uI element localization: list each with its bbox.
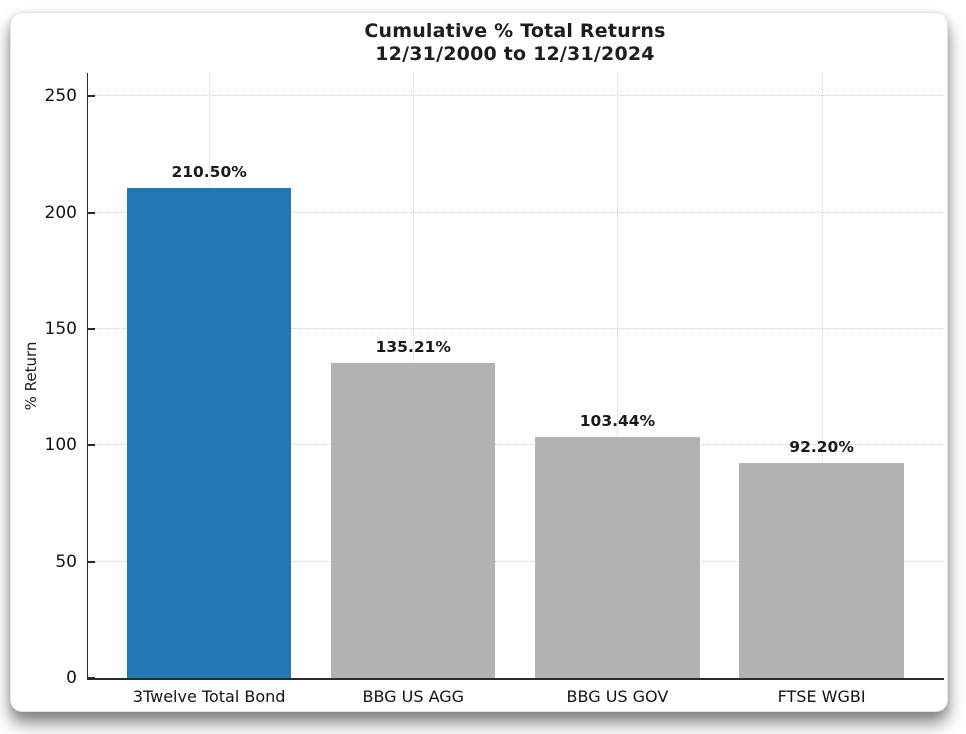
gridline-y-100 bbox=[88, 444, 944, 446]
bar-bbg-us-gov bbox=[535, 437, 700, 678]
gridline-y-50 bbox=[88, 560, 944, 562]
bar-value-label-3twelve-total-bond: 210.50% bbox=[171, 163, 247, 182]
bar-3twelve-total-bond bbox=[126, 188, 292, 678]
y-tick-label-0: 0 bbox=[66, 668, 77, 688]
y-tick-label-250: 250 bbox=[44, 86, 77, 107]
y-tick-label-50: 50 bbox=[55, 551, 77, 572]
x-tick-label-ftse-wgbi: FTSE WGBI bbox=[777, 687, 866, 706]
chart-card: Cumulative % Total Returns 12/31/2000 to… bbox=[10, 12, 948, 712]
y-tick-mark-100 bbox=[88, 444, 95, 447]
y-tick-label-100: 100 bbox=[44, 435, 77, 456]
y-tick-mark-250 bbox=[88, 95, 95, 98]
gridline-y-150 bbox=[88, 327, 944, 329]
bar-ftse-wgbi bbox=[739, 463, 904, 678]
y-tick-mark-50 bbox=[88, 560, 95, 563]
plot-area: 0 50 100 150 200 250 210.50% 3Twelve Total Bond… bbox=[45, 73, 944, 706]
gridline-x-ftse-wgbi bbox=[821, 73, 823, 678]
bar-bbg-us-agg bbox=[331, 363, 496, 678]
bar-value-label-bbg-us-agg: 135.21% bbox=[375, 338, 451, 357]
chart-title: Cumulative % Total Returns bbox=[364, 20, 666, 42]
gridline-y-250 bbox=[88, 95, 944, 97]
y-tick-label-200: 200 bbox=[44, 202, 77, 223]
chart-subtitle: 12/31/2000 to 12/31/2024 bbox=[375, 43, 655, 65]
y-tick-mark-200 bbox=[88, 211, 95, 214]
bar-value-label-bbg-us-gov: 103.44% bbox=[579, 412, 656, 431]
x-tick-label-3twelve-total-bond: 3Twelve Total Bond bbox=[132, 687, 286, 706]
gridline-y-200 bbox=[88, 211, 944, 213]
y-tick-label-150: 150 bbox=[44, 318, 77, 339]
bar-value-label-ftse-wgbi: 92.20% bbox=[789, 438, 854, 457]
y-tick-mark-150 bbox=[88, 327, 95, 330]
x-tick-label-bbg-us-gov: BBG US GOV bbox=[566, 687, 669, 706]
x-tick-label-bbg-us-agg: BBG US AGG bbox=[362, 687, 465, 706]
chart-title-block: Cumulative % Total Returns 12/31/2000 to… bbox=[87, 20, 943, 66]
gridline-x-bbg-us-gov bbox=[617, 73, 619, 678]
y-tick-mark-0 bbox=[88, 677, 95, 679]
y-axis-label: % Return bbox=[22, 341, 40, 411]
